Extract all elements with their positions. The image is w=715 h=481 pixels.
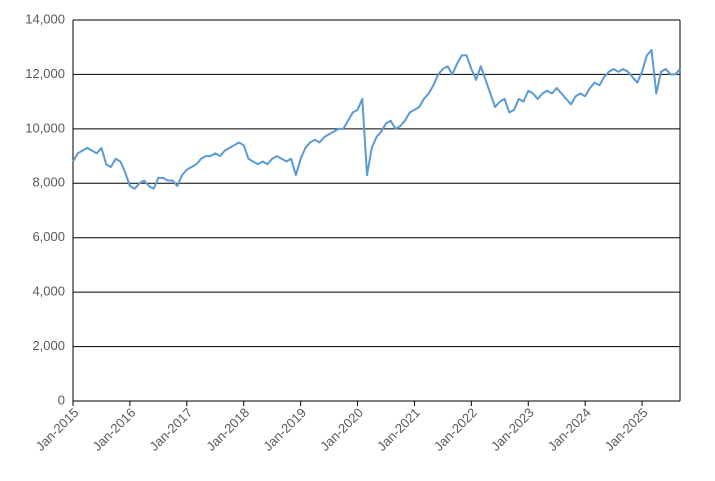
x-tick-label: Jan-2020 (317, 405, 366, 454)
y-tick-label: 2,000 (32, 338, 65, 353)
x-tick-label: Jan-2017 (146, 405, 195, 454)
x-tick-label: Jan-2021 (374, 405, 423, 454)
y-tick-label: 4,000 (32, 284, 65, 299)
y-tick-label: 10,000 (25, 120, 65, 135)
x-tick-label: Jan-2023 (488, 405, 537, 454)
x-tick-label: Jan-2016 (90, 405, 139, 454)
x-tick-label: Jan-2019 (260, 405, 309, 454)
y-tick-label: 0 (58, 392, 65, 407)
x-tick-label: Jan-2015 (33, 405, 82, 454)
y-tick-label: 8,000 (32, 175, 65, 190)
x-tick-label: Jan-2024 (545, 405, 594, 454)
y-tick-label: 6,000 (32, 229, 65, 244)
y-tick-label: 12,000 (25, 66, 65, 81)
x-tick-label: Jan-2025 (602, 405, 651, 454)
y-tick-label: 14,000 (25, 11, 65, 26)
data-line (72, 48, 681, 190)
x-tick-label: Jan-2022 (431, 405, 480, 454)
x-tick-label: Jan-2018 (203, 405, 252, 454)
